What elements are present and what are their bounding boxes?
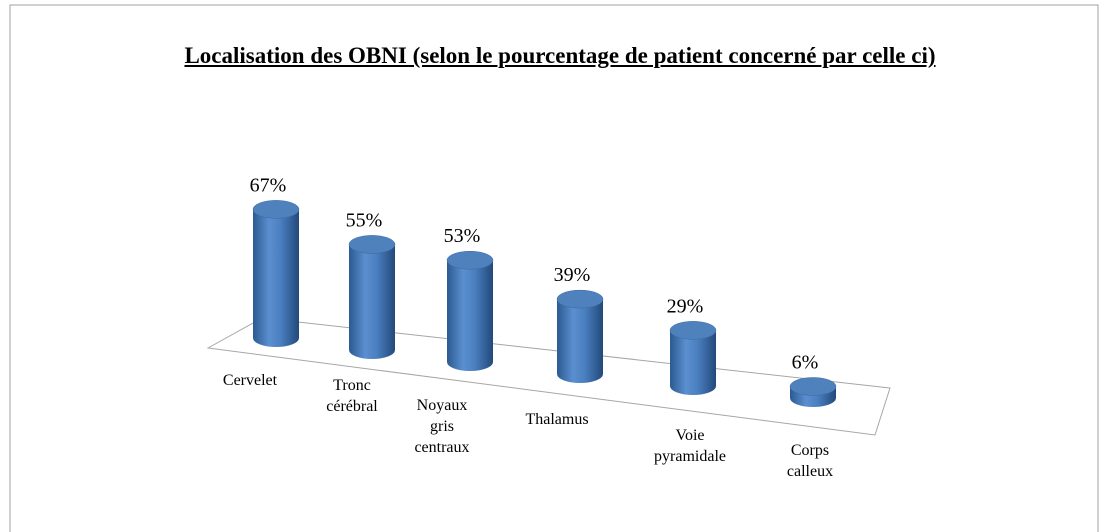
bar	[446, 250, 494, 371]
frame	[9, 4, 1099, 532]
bar	[789, 377, 837, 407]
bar-top	[556, 289, 604, 309]
bar	[556, 289, 604, 383]
data-label: 6%	[792, 351, 819, 373]
x-tick-label: Cervelet	[223, 372, 278, 389]
x-tick-label: Noyaux gris centraux	[414, 397, 469, 456]
bar-body	[253, 209, 299, 347]
bar-top	[669, 321, 717, 340]
data-label: 29%	[667, 295, 704, 317]
data-label: 39%	[554, 264, 591, 286]
bar-body	[670, 330, 716, 395]
bar-body	[447, 260, 493, 371]
data-label: 67%	[250, 174, 287, 196]
x-tick-label: Tronc cérébral	[326, 377, 378, 415]
bar	[252, 200, 300, 347]
bar-top	[348, 235, 396, 254]
bar-body	[349, 244, 395, 359]
x-tick-label: Voie pyramidale	[654, 427, 726, 465]
data-label: 55%	[346, 209, 383, 231]
bar-top	[446, 250, 494, 270]
bar-top	[252, 200, 300, 219]
x-tick-label: Corps calleux	[787, 442, 833, 480]
floor	[206, 317, 891, 436]
bar	[348, 235, 396, 359]
bar-body	[557, 299, 603, 383]
chart-title: Localisation des OBNI (selon le pourcent…	[184, 43, 936, 68]
x-tick-label: Thalamus	[525, 411, 588, 428]
bar-top	[789, 377, 837, 396]
data-label: 53%	[444, 225, 481, 247]
bar	[669, 321, 717, 395]
